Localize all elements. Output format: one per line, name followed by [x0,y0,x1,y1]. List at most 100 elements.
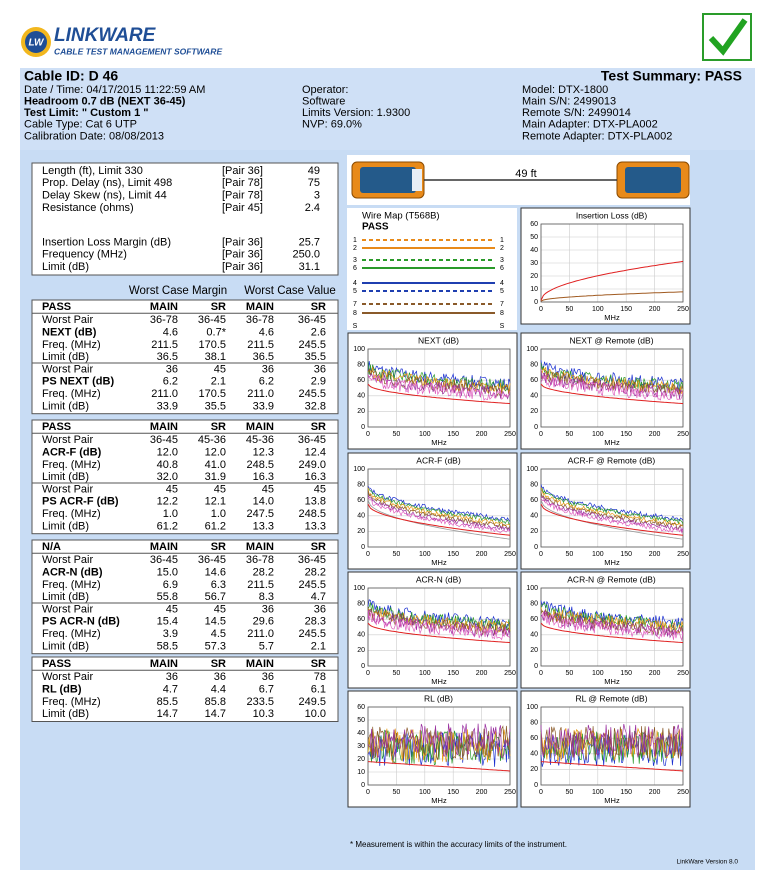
table-cell: 36-45 [198,554,226,566]
table-cell: 5.7 [259,640,274,652]
x-tick-label: 100 [419,551,431,558]
measured-trace [367,725,511,761]
measured-trace [367,496,511,533]
summary-middle: Limits Version: 1.9300 [302,107,410,119]
measure-value: 3 [314,190,320,202]
x-axis-label: MHz [431,796,447,805]
pin-label-left: 7 [353,301,357,308]
reference-trace [367,500,511,540]
x-axis-label: MHz [431,558,447,567]
section-header-cell: MAIN [150,658,178,670]
table-cell: 35.5 [205,400,226,412]
x-tick-label: 100 [592,670,604,677]
x-tick-label: 50 [566,670,574,677]
table-cell: 29.6 [253,616,274,628]
x-tick-label: 0 [539,306,543,313]
table-cell: 32.8 [305,400,326,412]
table-cell: 211.5 [151,339,178,351]
table-cell: 2.1 [211,376,226,388]
x-axis-label: MHz [604,796,620,805]
y-tick-label: 60 [530,735,538,742]
y-tick-label: 60 [357,377,365,384]
summary-right: Main Adapter: DTX-PLA002 [522,119,658,131]
wire-map-status: PASS [362,222,389,233]
table-cell: 12.1 [205,496,226,508]
section-box [31,656,339,722]
table-cell: 12.2 [157,496,178,508]
y-tick-label: 10 [530,286,538,293]
table-cell: 28.3 [305,616,326,628]
x-tick-label: 150 [620,431,632,438]
table-cell: 33.9 [157,400,178,412]
x-tick-label: 100 [419,789,431,796]
y-tick-label: 0 [361,424,365,431]
summary-left: Test Limit: " Custom 1 " [24,107,149,119]
pass-check [708,18,748,56]
table-cell: 249.0 [298,459,326,471]
x-tick-label: 0 [539,670,543,677]
pin-label-left: 5 [353,288,357,295]
table-cell: Worst Pair [42,483,93,495]
table-cell: 3.9 [163,628,178,640]
plot-frame [540,587,684,667]
table-cell: 45 [214,483,226,495]
table-cell: 211.0 [247,388,274,400]
x-axis-label: MHz [431,438,447,447]
table-cell: ACR-F (dB) [42,447,102,459]
table-cell: Freq. (MHz) [42,459,101,471]
table-cell: Freq. (MHz) [42,696,101,708]
y-tick-label: 20 [357,647,365,654]
measured-trace [540,488,684,525]
x-tick-label: 250 [504,789,516,796]
x-tick-label: 150 [620,670,632,677]
section-header-cell: PASS [42,301,71,313]
x-tick-label: 250 [677,551,689,558]
pin-label-left: 3 [353,257,357,264]
y-tick-label: 60 [357,616,365,623]
measure-pair: [Pair 45] [222,202,263,214]
table-cell: 45 [262,483,274,495]
table-cell: 45 [214,363,226,375]
y-tick-label: 60 [357,704,365,711]
table-cell: 36-45 [298,554,326,566]
main-unit-panel [360,167,416,193]
measured-trace [540,291,683,302]
table-cell: 13.3 [253,520,274,532]
table-cell: 12.4 [305,447,326,459]
plot-frame [367,587,511,667]
section-header-cell: MAIN [246,301,274,313]
x-tick-label: 250 [677,670,689,677]
x-tick-label: 100 [592,551,604,558]
x-tick-label: 50 [566,789,574,796]
section-header-cell: N/A [42,541,61,553]
limit-trace [367,383,511,405]
x-tick-label: 50 [393,551,401,558]
x-tick-label: 200 [649,789,661,796]
y-tick-label: 60 [357,497,365,504]
table-cell: 61.2 [157,520,178,532]
y-tick-label: 0 [534,782,538,789]
measure-pair: [Pair 36] [222,249,263,261]
table-cell: 55.8 [157,591,178,603]
y-tick-label: 20 [357,756,365,763]
x-tick-label: 100 [592,306,604,313]
table-cell: 35.5 [305,351,326,363]
measured-trace [540,610,684,639]
y-tick-label: 100 [526,346,538,353]
table-cell: Limit (dB) [42,351,89,363]
x-tick-label: 50 [566,431,574,438]
x-tick-label: 200 [649,306,661,313]
chart-title: Insertion Loss (dB) [576,210,648,220]
table-cell: Worst Pair [42,554,93,566]
plot-frame [367,468,511,548]
chart-title: ACR-N (dB) [416,574,462,584]
y-tick-label: 0 [534,424,538,431]
table-cell: 36 [214,671,226,683]
table-cell: 233.5 [246,696,274,708]
measure-value: 75 [308,177,320,189]
plot-frame [367,706,511,786]
x-tick-label: 0 [366,789,370,796]
summary-right: Remote Adapter: DTX-PLA002 [522,130,672,142]
x-tick-label: 50 [393,789,401,796]
